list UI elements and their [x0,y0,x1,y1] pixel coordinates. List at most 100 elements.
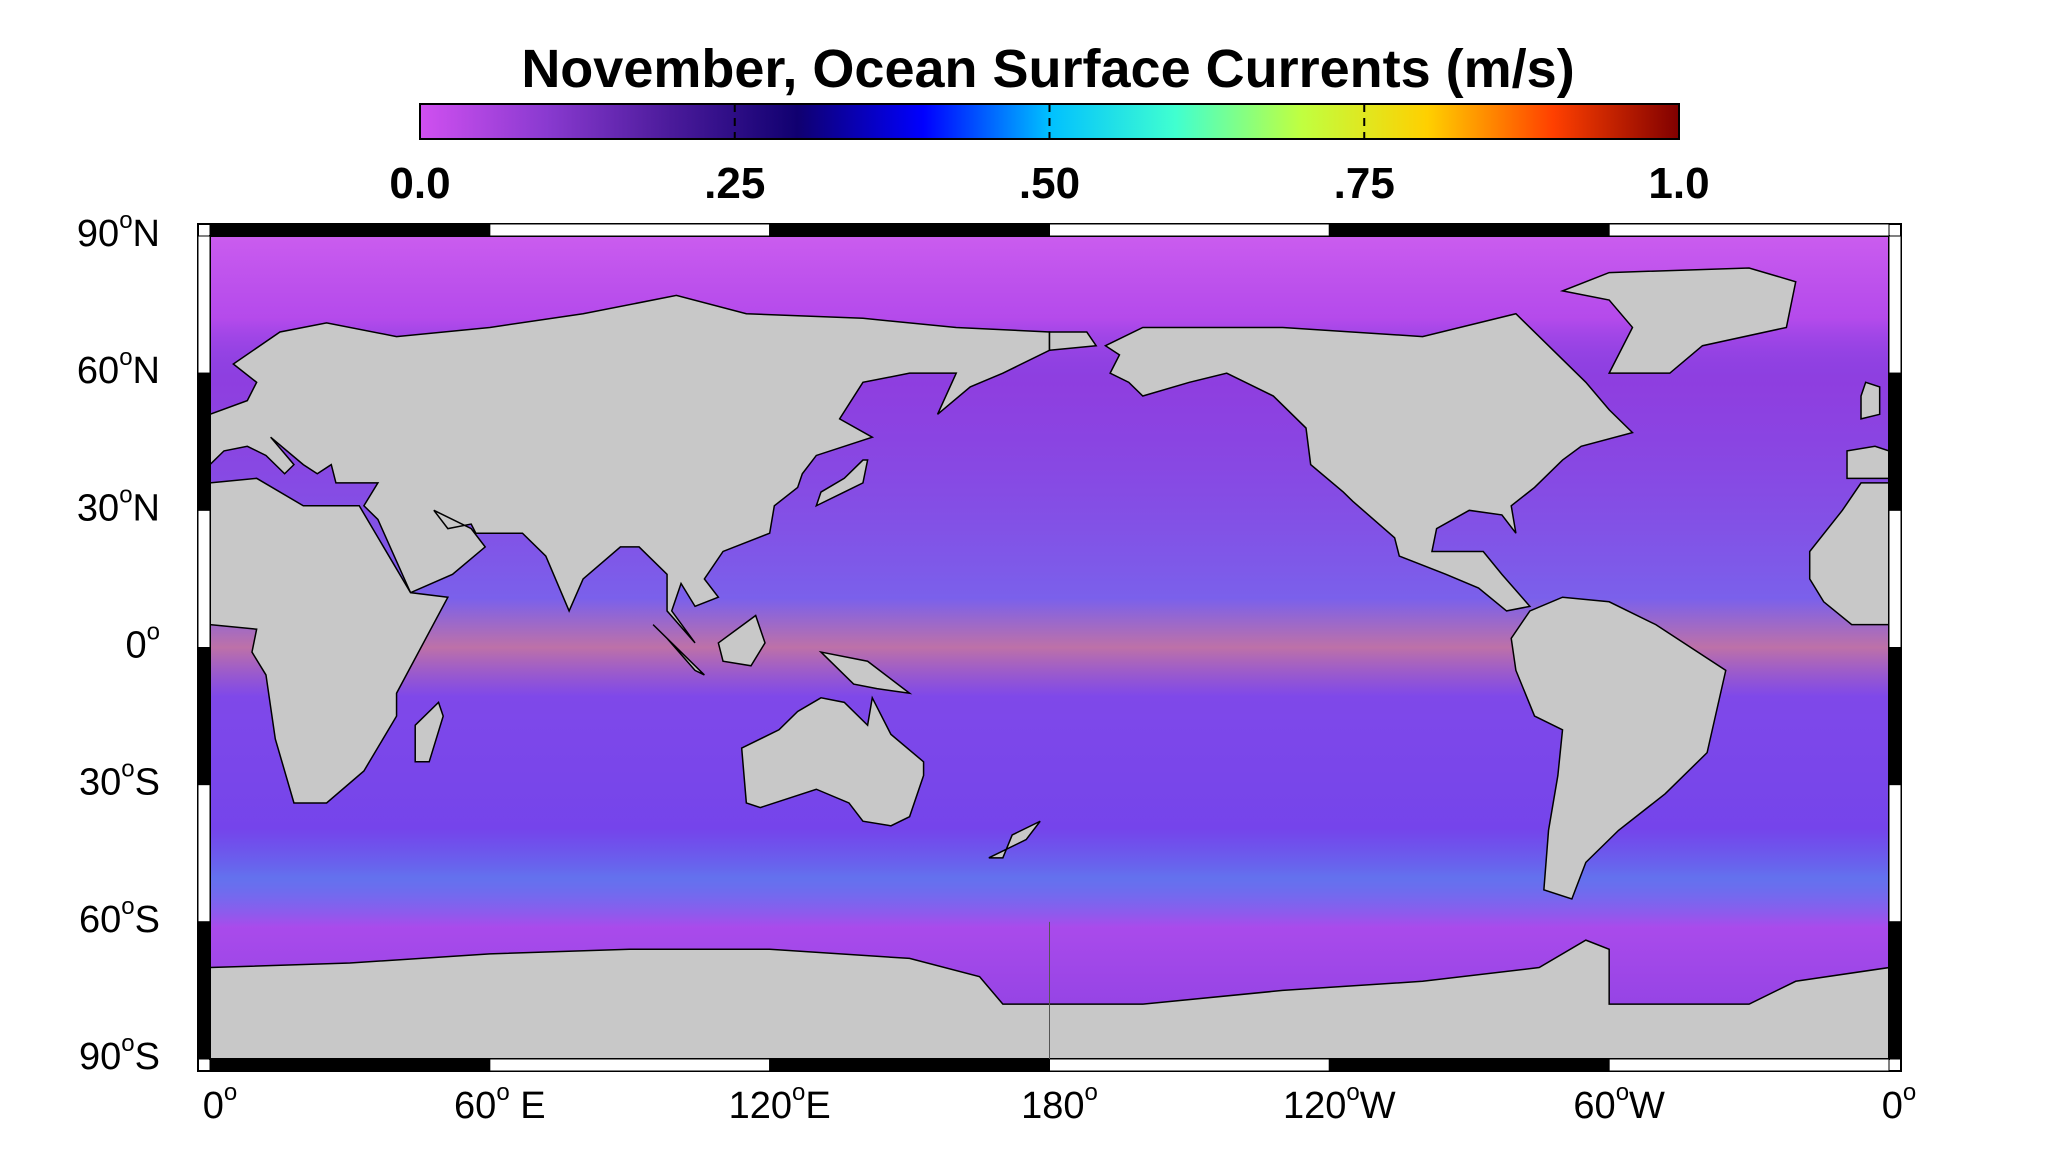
tick-label-number: 90 [77,213,119,255]
x-frame-segment [1049,1058,1330,1072]
x-frame-segment [1049,223,1330,237]
y-frame-segment [197,921,211,1060]
tick-label-number: 30 [77,487,119,529]
tick-label-degree: o [119,345,132,372]
y-frame-segment [1888,509,1902,649]
y-frame-segment [197,372,211,511]
y-tick-label: 30oN [77,482,160,530]
tick-label-degree: o [1346,1079,1359,1106]
land-mass [1808,482,1889,626]
x-frame-segment [1608,223,1890,237]
land-mass [1103,312,1634,612]
tick-label-hemisphere: S [135,899,160,941]
tick-label-number: 0 [1882,1085,1903,1127]
tick-label-degree: o [121,1030,134,1057]
colorbar-tick-label: 0.0 [389,159,450,208]
tick-label-degree: o [1903,1079,1916,1106]
tick-label-degree: o [119,482,132,509]
tick-label-number: 120 [1283,1085,1346,1127]
y-frame-segment [197,509,211,649]
tick-label-number: 30 [79,762,121,804]
tick-label-degree: o [147,619,160,646]
x-tick-label: 60o E [454,1079,546,1127]
land-mass [210,939,1889,1059]
x-tick-label: 180o [1021,1079,1098,1127]
tick-label-hemisphere: N [133,350,160,392]
x-frame-segment [1608,1058,1890,1072]
tick-label-number: 180 [1021,1085,1084,1127]
land-mass [1860,381,1881,420]
x-tick-label: 60oW [1573,1079,1665,1127]
x-tick-label: 0o [1882,1079,1917,1127]
tick-label-hemisphere: W [1360,1085,1396,1127]
x-tick-label: 120oW [1283,1079,1396,1127]
y-tick-label: 90oN [77,207,160,255]
x-frame-segment [209,1058,491,1072]
x-tick-label: 0o [203,1079,238,1127]
tick-label-hemisphere: S [135,762,160,804]
tick-label-degree: o [119,207,132,234]
tick-label-number: 0 [203,1085,224,1127]
colorbar-tick-label: .50 [1019,159,1080,208]
tick-label-number: 60 [77,350,119,392]
land-mass [988,820,1041,859]
y-frame-segment [1888,921,1902,1060]
y-tick-label: 0o [126,619,161,667]
tick-label-degree: o [121,756,134,783]
tick-label-degree: o [224,1079,237,1106]
colorbar-tick-label: 1.0 [1648,159,1709,208]
y-frame-segment [197,235,211,374]
tick-label-number: 120 [729,1085,792,1127]
tick-label-number: 60 [454,1085,496,1127]
axis-labels: 0o 60o E 120oE 180o 120oW 60oW 0o90oN60oN30oN0… [77,207,1916,1127]
x-frame-segment [209,223,491,237]
y-frame-segment [1888,372,1902,511]
land-mass [210,477,450,804]
y-tick-label: 90oS [79,1030,160,1078]
x-frame-segment [489,223,771,237]
y-tick-label: 60oS [79,893,160,941]
y-frame-segment [1888,235,1902,374]
land-mass [1510,596,1727,900]
colorbar-tick-label: .75 [1334,159,1395,208]
land-mass [717,614,766,667]
y-frame-segment [1888,784,1902,923]
y-tick-label: 60oN [77,345,160,393]
land-mass [414,700,444,763]
x-frame-segment [1328,1058,1610,1072]
tick-label-number: 60 [79,899,121,941]
y-tick-label: 30oS [79,756,160,804]
tick-label-hemisphere: E [510,1085,546,1127]
y-frame-segment [1888,647,1902,786]
tick-label-hemisphere: W [1629,1085,1665,1127]
x-frame-segment [1328,223,1610,237]
tick-label-hemisphere: S [135,1036,160,1078]
land-mass [815,459,869,508]
tick-label-degree: o [792,1079,805,1106]
tick-label-degree: o [121,893,134,920]
land-mass [740,695,925,827]
land-mass [1559,267,1797,374]
land-mass [210,294,1051,644]
tick-label-number: 60 [1573,1085,1615,1127]
map-frame [197,223,1902,1072]
land-mass [818,650,913,695]
tick-label-hemisphere: N [133,213,160,255]
tick-label-degree: o [1616,1079,1629,1106]
land-mass [1048,331,1098,352]
tick-label-hemisphere: N [133,487,160,529]
tick-label-number: 90 [79,1036,121,1078]
y-frame-segment [197,784,211,923]
tick-label-degree: o [1085,1079,1098,1106]
x-frame-segment [769,1058,1051,1072]
x-frame-segment [769,223,1051,237]
tick-label-hemisphere: E [805,1085,830,1127]
x-tick-label: 120oE [729,1079,831,1127]
colorbar-tick-label: .25 [704,159,765,208]
tick-label-number: 0 [126,625,147,667]
y-frame-segment [197,647,211,786]
land-mass [1846,445,1889,480]
x-frame-segment [489,1058,771,1072]
tick-label-degree: o [496,1079,509,1106]
